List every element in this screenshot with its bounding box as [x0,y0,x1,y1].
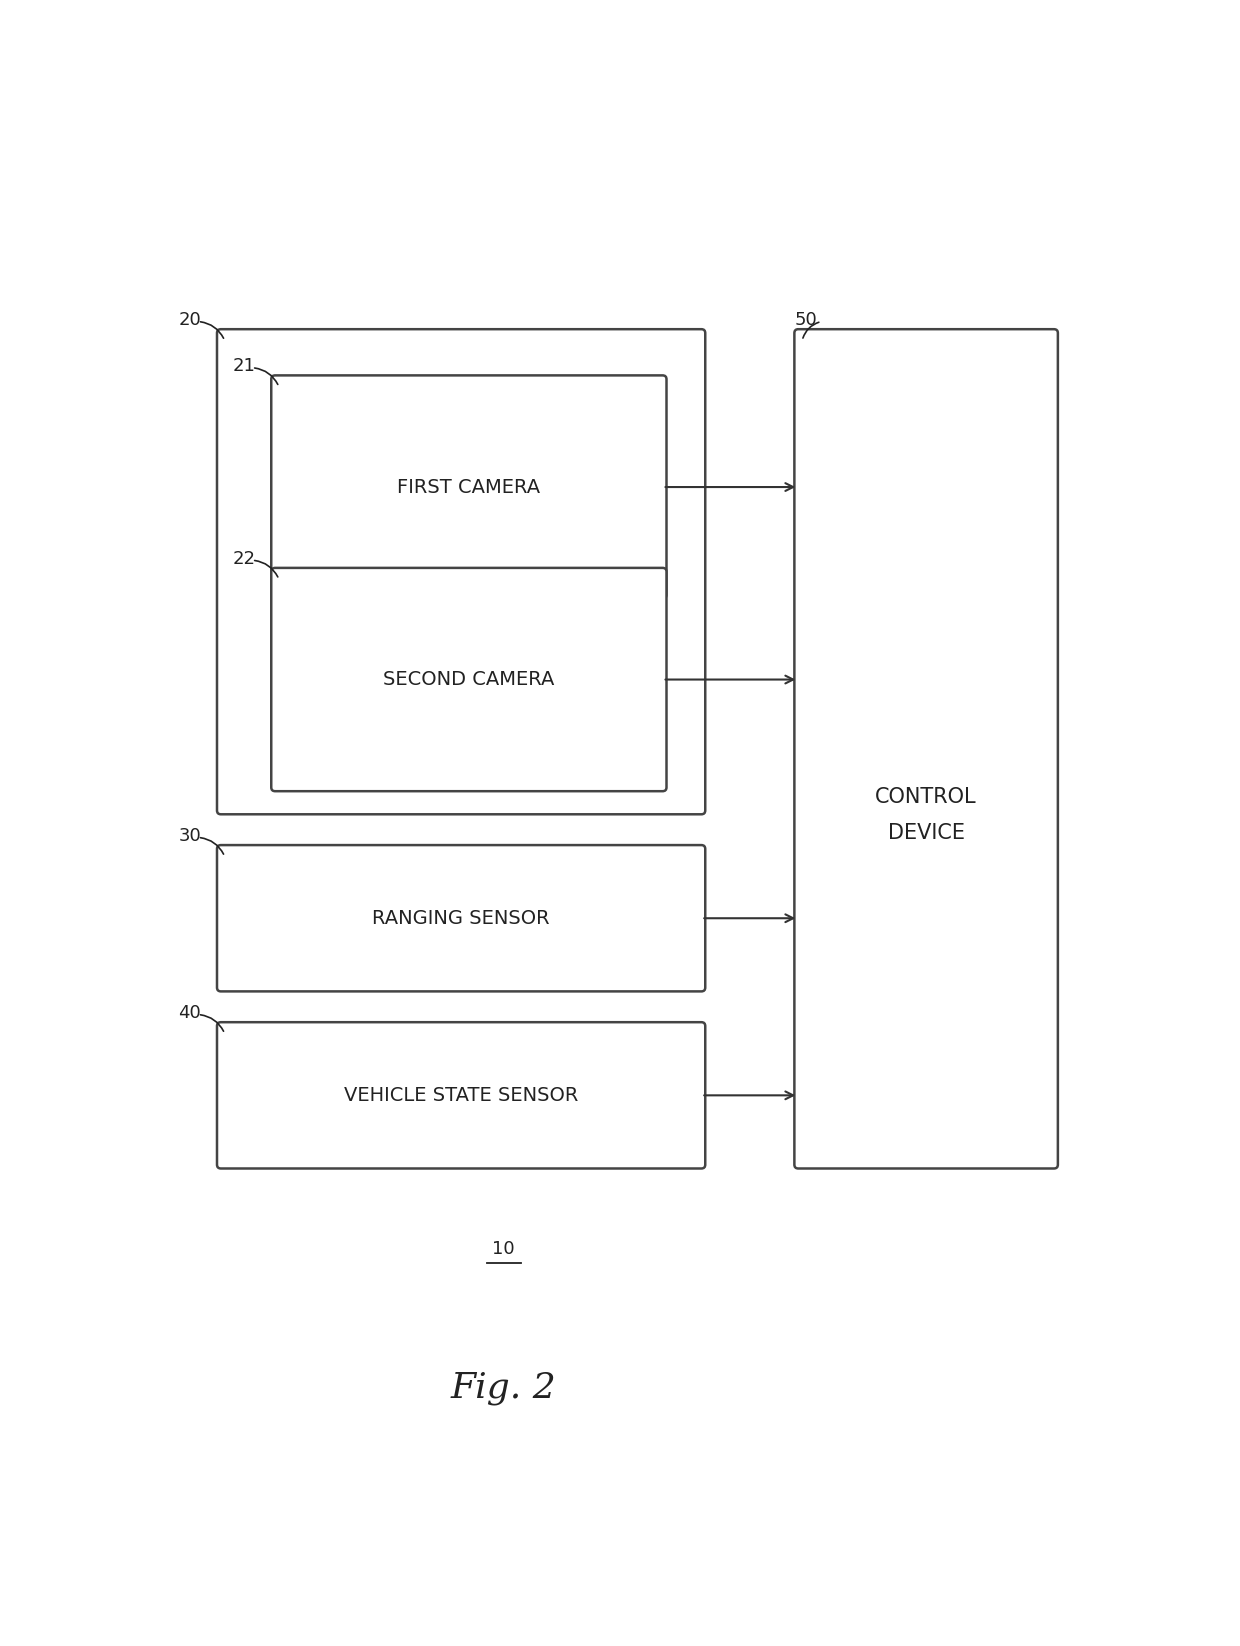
FancyBboxPatch shape [272,375,667,599]
FancyBboxPatch shape [217,1022,706,1169]
Text: 22: 22 [233,550,255,568]
FancyBboxPatch shape [217,844,706,991]
Text: 40: 40 [179,1004,201,1022]
FancyBboxPatch shape [795,329,1058,1169]
FancyBboxPatch shape [217,329,706,815]
Text: RANGING SENSOR: RANGING SENSOR [372,909,549,928]
Text: 21: 21 [233,357,255,375]
Text: 50: 50 [795,311,817,329]
Text: FIRST CAMERA: FIRST CAMERA [397,477,541,497]
Text: SECOND CAMERA: SECOND CAMERA [383,670,554,690]
FancyBboxPatch shape [272,568,667,792]
Text: VEHICLE STATE SENSOR: VEHICLE STATE SENSOR [343,1086,578,1104]
Text: 10: 10 [492,1241,515,1258]
Text: CONTROL
DEVICE: CONTROL DEVICE [875,787,977,843]
Text: 30: 30 [179,826,201,844]
Text: 20: 20 [179,311,201,329]
Text: Fig. 2: Fig. 2 [451,1371,557,1406]
